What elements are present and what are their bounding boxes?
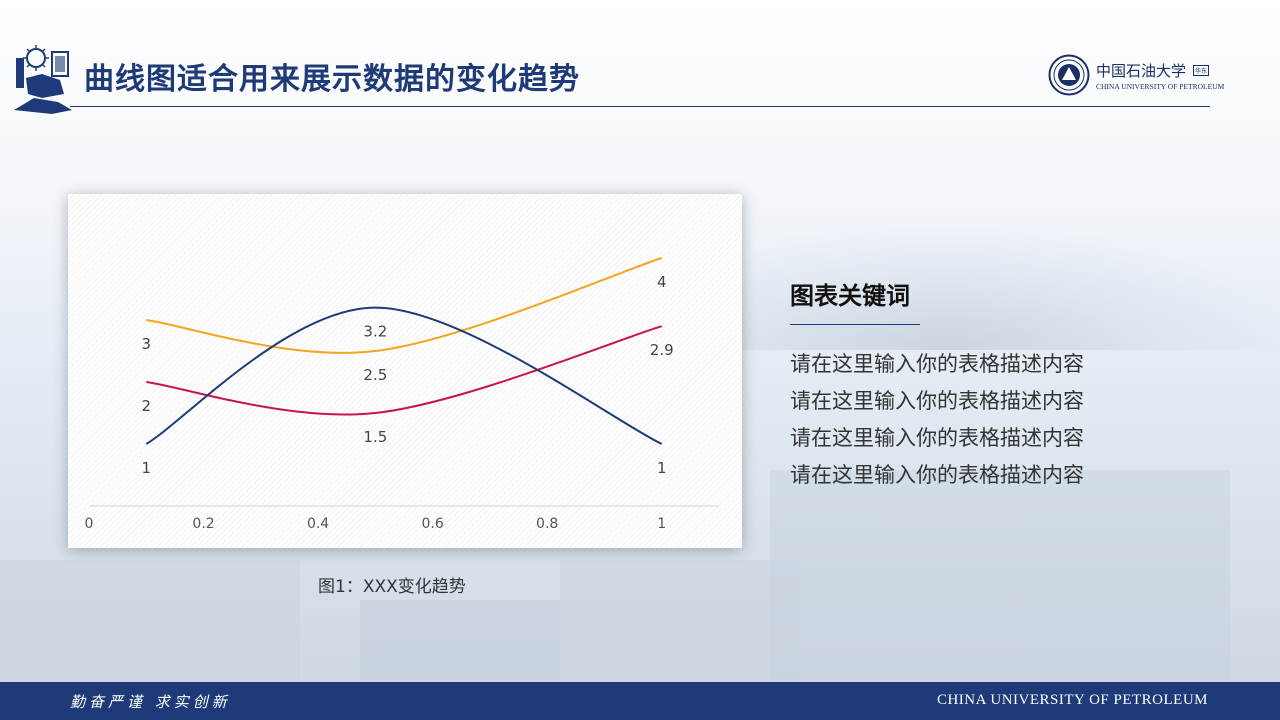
x-tick-label: 0.2	[192, 516, 214, 532]
data-label: 3.2	[363, 323, 387, 341]
footer-english-name: CHINA UNIVERSITY OF PETROLEUM	[936, 692, 1208, 708]
keyword-item: 请在这里输入你的表格描述内容	[790, 426, 1084, 450]
keyword-item: 请在这里输入你的表格描述内容	[790, 463, 1084, 487]
data-label: 2	[141, 397, 151, 415]
data-label: 1.5	[363, 428, 387, 446]
keywords-list: 请在这里输入你的表格描述内容 请在这里输入你的表格描述内容 请在这里输入你的表格…	[790, 346, 1084, 494]
line-chart: 0 0.2 0.4 0.6 0.8 1 3 2.5 4 2 1.5 2.9 1 3.2 1	[85, 257, 719, 532]
data-label: 2.5	[363, 366, 387, 384]
data-label: 2.9	[650, 341, 674, 359]
series-line	[146, 325, 663, 416]
footer-motto: 勤奋严谨 求实创新	[70, 693, 231, 711]
university-emblem-icon	[14, 45, 72, 114]
logo-english-name: CHINA UNIVERSITY OF PETROLEUM	[1096, 82, 1225, 91]
background-building	[560, 560, 800, 680]
keyword-item: 请在这里输入你的表格描述内容	[790, 352, 1084, 376]
background-building	[770, 470, 1230, 680]
chart-caption: 图1：XXX变化趋势	[318, 577, 466, 597]
page-title: 曲线图适合用来展示数据的变化趋势	[84, 62, 580, 97]
keywords-title: 图表关键词	[790, 282, 910, 310]
x-tick-label: 0.4	[307, 516, 329, 532]
series-line	[145, 306, 663, 445]
logo-chinese-name: 中国石油大学	[1096, 62, 1187, 80]
background-building	[0, 560, 300, 680]
chart-card: 0 0.2 0.4 0.6 0.8 1 3 2.5 4 2 1.5 2.9 1 3.2 1	[68, 194, 742, 548]
data-label: 1	[141, 459, 151, 477]
data-label: 1	[657, 459, 667, 477]
keyword-item: 请在这里输入你的表格描述内容	[790, 389, 1084, 413]
data-label: 3	[141, 335, 151, 353]
x-tick-label: 1	[657, 516, 666, 532]
university-logo: 中国石油大学 华东 CHINA UNIVERSITY OF PETROLEUM	[1048, 54, 1224, 98]
footer-bar: 勤奋严谨 求实创新 CHINA UNIVERSITY OF PETROLEUM	[0, 682, 1280, 720]
series-line	[146, 257, 663, 354]
x-tick-label: 0.6	[422, 516, 444, 532]
x-tick-label: 0	[85, 516, 94, 532]
data-label: 4	[657, 273, 667, 291]
x-tick-label: 0.8	[536, 516, 558, 532]
university-seal-icon	[1048, 54, 1090, 96]
header-divider	[70, 106, 1210, 107]
background-building	[360, 600, 560, 680]
logo-campus-tag: 华东	[1193, 65, 1210, 76]
keywords-divider	[790, 324, 920, 325]
